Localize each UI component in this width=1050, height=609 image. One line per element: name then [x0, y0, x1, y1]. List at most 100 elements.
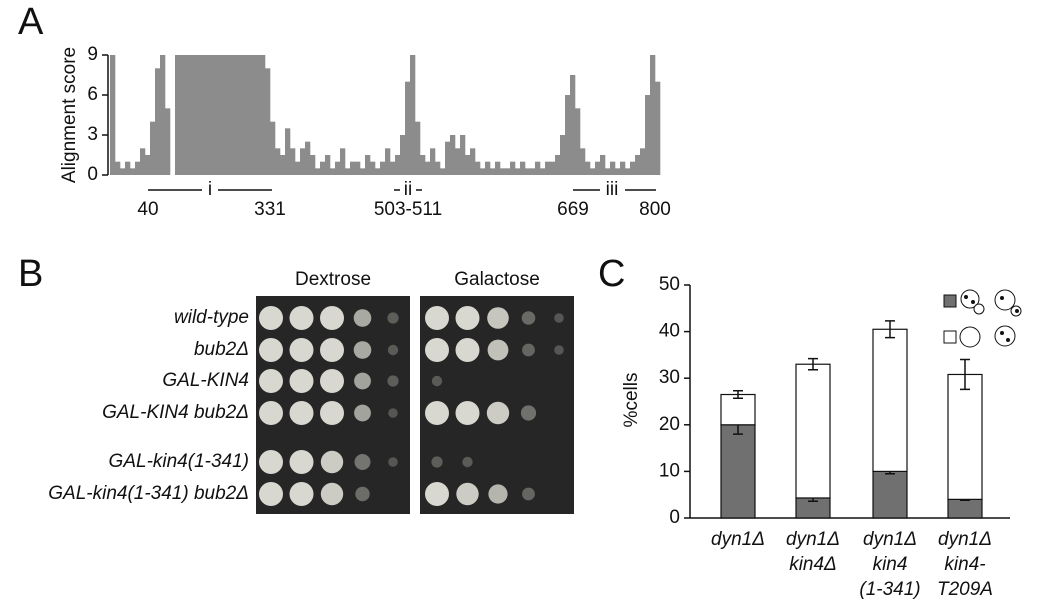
score-bar: [235, 55, 241, 175]
score-bar: [215, 55, 221, 175]
colony-spot: [387, 312, 399, 324]
colony-spot: [259, 482, 283, 506]
panel-label: B: [18, 253, 43, 295]
y-tick-label: 0: [669, 507, 680, 528]
score-bar: [460, 135, 466, 175]
score-bar: [155, 68, 161, 175]
x-tick-label: dyn1Δ: [863, 529, 917, 550]
colony-spot: [486, 401, 510, 425]
score-bar: [165, 108, 171, 175]
score-bar: [135, 161, 141, 175]
colony-spot: [488, 484, 508, 504]
nucleus-icon: [971, 300, 975, 304]
colony-spot: [387, 375, 399, 387]
score-bar: [270, 121, 276, 175]
score-bar: [320, 161, 326, 175]
nucleus-icon: [1015, 309, 1019, 313]
score-bar: [140, 148, 146, 175]
strain-label: GAL-kin4(1-341): [109, 451, 249, 472]
score-bar: [600, 155, 606, 175]
score-bar: [290, 148, 296, 175]
score-bar: [195, 55, 201, 175]
score-bar: [565, 95, 571, 175]
y-tick-label: 10: [659, 460, 680, 481]
x-tick-label: dyn1Δ: [938, 529, 992, 550]
error-bar: [808, 357, 818, 371]
colony-spot: [353, 341, 372, 359]
colony-spot: [354, 372, 371, 390]
y-tick-label: 20: [659, 414, 680, 435]
cell-icon: [959, 326, 981, 348]
score-bar: [570, 75, 576, 175]
score-bar: [420, 155, 426, 175]
colony-spot: [431, 375, 443, 387]
score-bar: [220, 55, 226, 175]
colony-spot: [289, 450, 314, 474]
panel-label: C: [598, 253, 625, 295]
colony-spot: [522, 487, 535, 501]
score-bar: [405, 81, 411, 175]
colony-spot: [289, 338, 314, 362]
score-bar: [335, 161, 341, 175]
score-bar: [520, 161, 526, 175]
score-bar: [450, 135, 456, 175]
score-bar: [640, 148, 646, 175]
score-bar: [285, 128, 291, 175]
colony-spot: [425, 306, 449, 330]
colony-spot: [522, 343, 535, 357]
strain-label: GAL-KIN4: [162, 370, 249, 391]
score-bar: [510, 161, 516, 175]
score-bar: [160, 55, 166, 175]
score-bar: [360, 168, 366, 175]
colony-spot: [289, 369, 314, 393]
error-bar: [733, 390, 743, 399]
score-bar: [265, 68, 271, 175]
region-name: iii: [606, 179, 619, 200]
y-tick-label: 0: [87, 164, 98, 185]
colony-spot: [388, 457, 398, 467]
score-bar: [500, 168, 506, 175]
x-tick-label: kin4Δ: [789, 554, 837, 575]
colony-spot: [320, 369, 344, 393]
score-bar: [615, 168, 621, 175]
score-bar: [590, 168, 596, 175]
region-name: ii: [404, 179, 412, 200]
x-tick-label: T209A: [937, 579, 993, 600]
score-bar: [525, 168, 531, 175]
colony-spot: [320, 401, 344, 425]
score-bar: [440, 168, 446, 175]
bar-segment: [947, 373, 983, 500]
score-bar: [515, 168, 521, 175]
score-bar: [540, 168, 546, 175]
region-end: 800: [639, 199, 671, 220]
x-tick-label: kin4-: [944, 554, 985, 575]
colony-spot: [289, 482, 314, 506]
score-bar: [310, 155, 316, 175]
score-bar: [575, 108, 581, 175]
score-bar: [255, 55, 261, 175]
colony-spot: [425, 482, 449, 506]
y-tick-label: 6: [87, 84, 98, 105]
score-bar: [340, 148, 346, 175]
nucleus-icon: [1000, 331, 1004, 335]
score-bar: [180, 55, 186, 175]
score-bar: [245, 55, 251, 175]
colony-spot: [455, 401, 480, 425]
score-bar: [645, 95, 651, 175]
score-bar: [190, 55, 196, 175]
x-tick-label: kin4: [873, 554, 908, 575]
strain-label: GAL-KIN4 bub2Δ: [102, 402, 249, 423]
score-bar: [205, 55, 211, 175]
score-bar: [605, 168, 611, 175]
legend-swatch: [943, 330, 957, 344]
score-bar: [560, 135, 566, 175]
score-bar: [550, 161, 556, 175]
colony-spot: [487, 307, 509, 329]
region-start: 40: [137, 199, 158, 220]
score-bar: [120, 168, 126, 175]
score-bar: [365, 155, 371, 175]
cell-icon: [960, 289, 980, 309]
region-start: 669: [557, 199, 589, 220]
colony-spot: [320, 482, 344, 506]
score-bar: [280, 155, 286, 175]
